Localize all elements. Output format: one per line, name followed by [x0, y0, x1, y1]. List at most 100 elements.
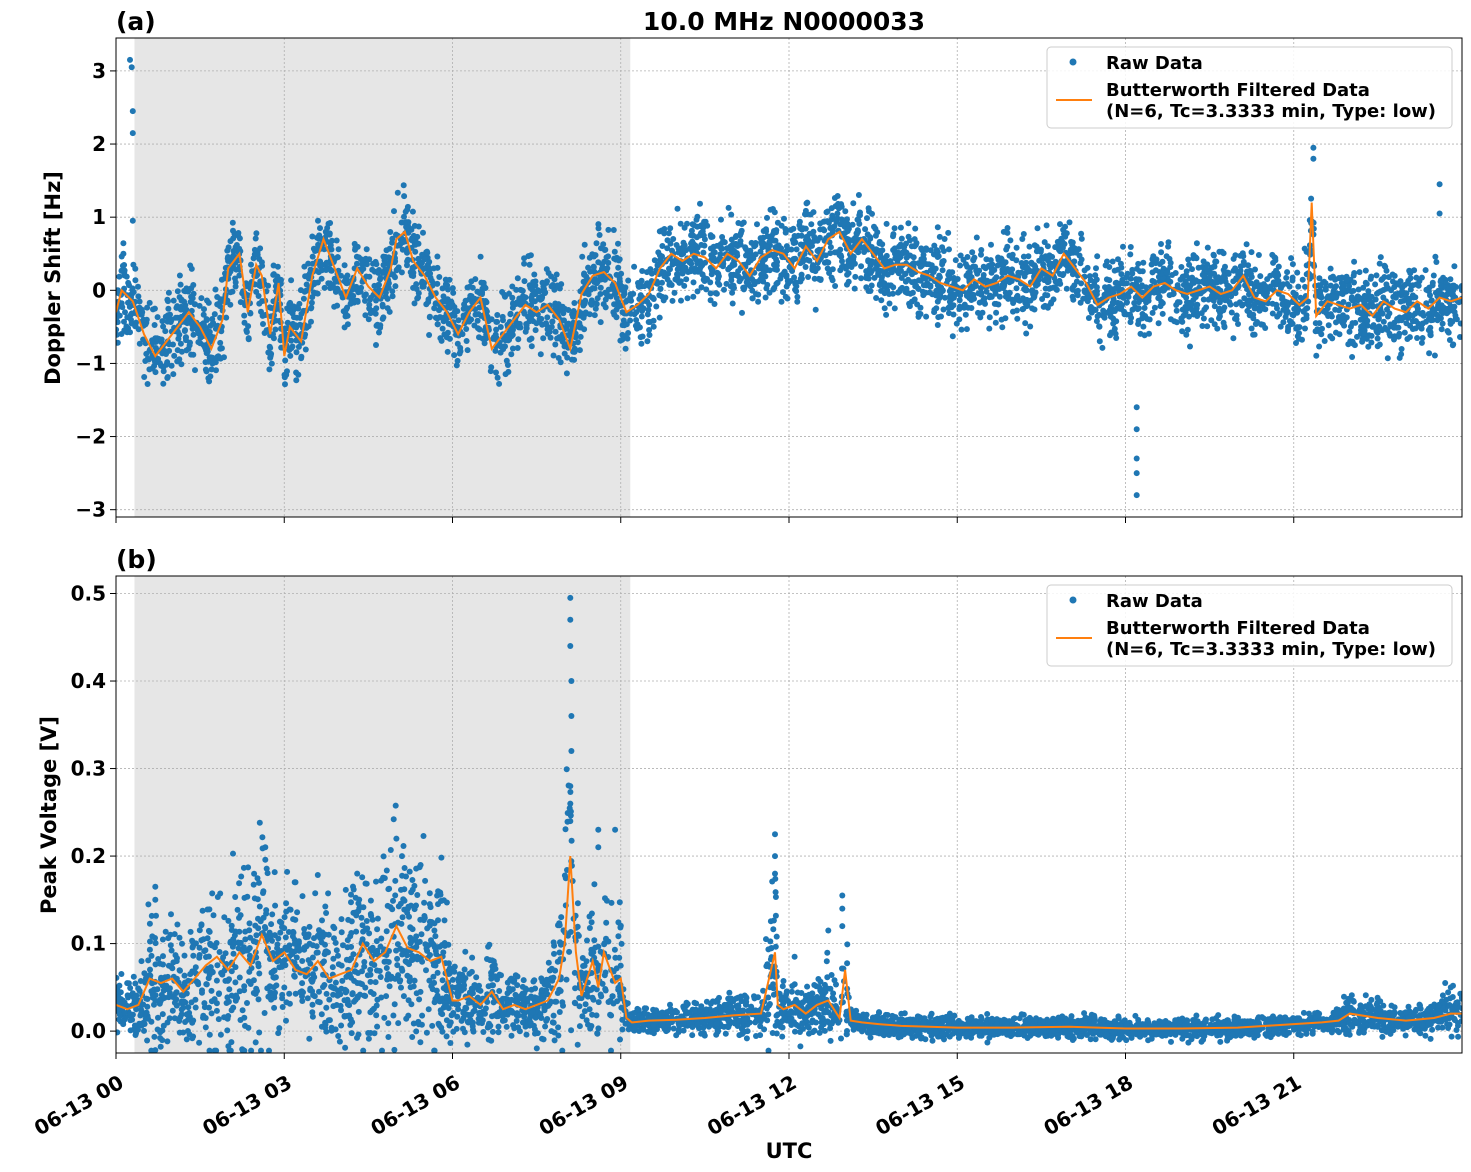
- raw-data-point: [750, 278, 757, 285]
- raw-data-point: [1227, 301, 1234, 308]
- raw-data-point: [344, 272, 351, 279]
- raw-data-point: [618, 270, 625, 277]
- raw-data-point: [590, 264, 597, 271]
- raw-data-point: [873, 295, 880, 301]
- raw-data-point: [1364, 322, 1371, 329]
- raw-data-point: [199, 321, 206, 328]
- raw-data-point: [1201, 306, 1208, 313]
- raw-data-point: [387, 229, 394, 235]
- raw-data-point: [496, 988, 503, 994]
- raw-data-point: [1232, 315, 1238, 322]
- raw-data-point: [841, 230, 847, 237]
- raw-data-point: [434, 321, 441, 328]
- raw-data-point: [1010, 300, 1017, 306]
- raw-data-point: [376, 329, 382, 336]
- raw-data-point: [1429, 1026, 1436, 1033]
- raw-data-point: [919, 257, 926, 264]
- raw-data-point: [299, 998, 306, 1004]
- raw-data-point: [700, 249, 707, 256]
- raw-data-point: [1007, 237, 1014, 244]
- raw-data-point: [565, 307, 572, 313]
- raw-data-point: [1246, 298, 1252, 305]
- raw-data-point: [529, 286, 536, 293]
- raw-data-point: [933, 247, 940, 254]
- raw-data-point: [531, 291, 538, 298]
- raw-data-point: [1412, 310, 1419, 317]
- raw-data-point: [1014, 315, 1021, 322]
- raw-data-point: [494, 312, 501, 318]
- raw-data-point: [1343, 277, 1350, 284]
- raw-data-point: [836, 252, 843, 259]
- raw-data-point: [981, 298, 988, 305]
- raw-data-point: [1190, 255, 1197, 262]
- raw-data-point: [1107, 332, 1113, 339]
- raw-data-point: [965, 273, 972, 279]
- raw-data-point: [160, 987, 167, 994]
- raw-data-point: [644, 338, 651, 345]
- raw-data-point: [287, 352, 294, 359]
- raw-data-point: [611, 255, 618, 262]
- raw-data-point: [794, 298, 801, 305]
- raw-data-point: [1183, 331, 1190, 338]
- raw-data-point: [693, 216, 700, 223]
- raw-data-point: [1046, 285, 1053, 292]
- raw-data-point: [1169, 291, 1176, 298]
- raw-data-point: [243, 329, 250, 335]
- raw-data-point: [864, 215, 870, 222]
- raw-data-point: [664, 237, 671, 244]
- raw-data-point: [343, 306, 350, 313]
- raw-data-point: [666, 279, 673, 286]
- raw-data-point: [878, 287, 885, 294]
- raw-data-point: [780, 289, 786, 296]
- raw-data-point: [1078, 230, 1085, 237]
- raw-data-point: [404, 262, 410, 269]
- raw-data-point: [1165, 239, 1172, 246]
- raw-data-point: [253, 288, 260, 295]
- raw-data-point: [272, 317, 279, 324]
- raw-data-point: [1296, 330, 1302, 337]
- raw-data-point: [380, 262, 387, 268]
- raw-data-point: [266, 304, 273, 311]
- raw-data-point: [894, 253, 901, 260]
- raw-data-point: [515, 324, 522, 331]
- raw-data-point: [684, 295, 691, 302]
- raw-data-point: [656, 292, 663, 299]
- raw-data-point: [1237, 252, 1244, 259]
- raw-data-point: [392, 274, 398, 281]
- raw-data-point: [899, 284, 906, 291]
- raw-data-point: [1111, 308, 1118, 314]
- raw-data-point: [419, 278, 426, 285]
- raw-data-point: [978, 291, 985, 298]
- raw-data-point: [698, 284, 705, 291]
- raw-data-point: [581, 241, 588, 248]
- raw-data-point: [549, 282, 556, 288]
- raw-data-point: [622, 298, 629, 305]
- raw-data-point: [1054, 280, 1061, 287]
- raw-data-point: [1422, 267, 1429, 274]
- raw-data-point: [885, 282, 892, 289]
- raw-data-point: [1121, 311, 1128, 318]
- raw-data-point: [1272, 279, 1279, 286]
- raw-data-point: [600, 241, 607, 248]
- raw-data-point: [425, 296, 432, 303]
- raw-data-point: [1211, 270, 1218, 277]
- raw-data-point: [728, 211, 735, 218]
- raw-data-point: [323, 267, 329, 273]
- raw-data-point: [493, 369, 499, 376]
- raw-data-point: [1349, 354, 1356, 360]
- raw-data-point: [1120, 280, 1127, 287]
- raw-data-point: [1276, 311, 1283, 318]
- raw-data-point: [999, 282, 1006, 289]
- raw-data-point: [253, 230, 260, 237]
- raw-data-outlier: [128, 64, 135, 71]
- raw-data-point: [941, 236, 948, 242]
- raw-data-point: [967, 265, 974, 272]
- raw-data-point: [293, 369, 300, 376]
- raw-data-point: [1348, 294, 1355, 301]
- raw-data-point: [548, 273, 555, 280]
- raw-data-outlier: [129, 108, 136, 115]
- raw-data-point: [667, 266, 673, 273]
- raw-data-point: [1327, 311, 1334, 318]
- raw-data-point: [986, 314, 993, 321]
- raw-data-point: [808, 221, 815, 228]
